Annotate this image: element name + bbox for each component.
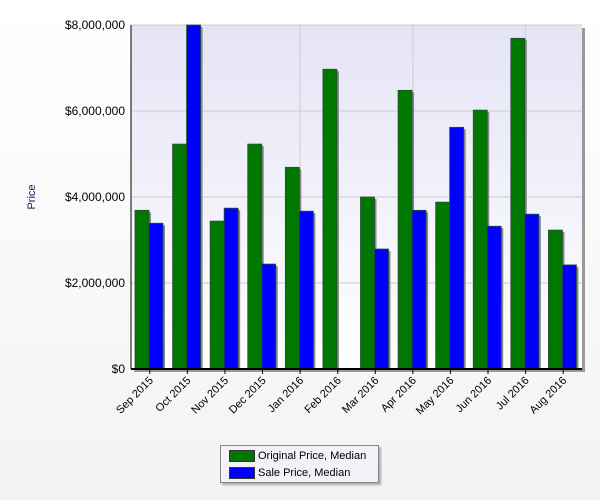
bar-original — [435, 201, 451, 370]
x-tick-label: Feb 2016 — [302, 375, 343, 416]
x-tick-label: Jul 2016 — [494, 375, 532, 413]
bar-original — [360, 196, 375, 370]
bar-original — [284, 166, 300, 370]
bar-sale — [186, 24, 201, 370]
y-tick-label: $8,000,000 — [65, 18, 125, 32]
bar-original — [322, 68, 338, 370]
y-tick-label: $2,000,000 — [65, 276, 125, 290]
bar-original — [172, 143, 187, 370]
bar-original — [134, 209, 150, 370]
legend: Original Price, Median Sale Price, Media… — [220, 445, 379, 483]
bar-original — [247, 143, 263, 370]
x-tick-label: Dec 2015 — [227, 375, 269, 417]
bar-original — [510, 37, 526, 370]
bar-sale — [261, 263, 277, 370]
x-tick-label: May 2016 — [414, 375, 457, 418]
bar-sale — [449, 126, 465, 370]
legend-item-original: Original Price, Median — [229, 448, 378, 463]
bar-sale — [374, 248, 389, 370]
bar-sale — [148, 222, 164, 370]
bar-original — [397, 89, 413, 370]
y-tick-label: $6,000,000 — [65, 104, 125, 118]
bar-sale — [562, 264, 577, 370]
bar-original — [209, 220, 225, 370]
x-tick-label: Nov 2015 — [189, 375, 231, 417]
x-tick-label: Aug 2016 — [528, 375, 570, 417]
x-tick-label: Jan 2016 — [266, 375, 306, 415]
bar-sale — [298, 210, 314, 370]
legend-swatch — [229, 449, 255, 462]
y-tick-label: $0 — [112, 362, 126, 376]
x-tick-label: Jun 2016 — [454, 375, 494, 415]
bar-sale — [524, 213, 540, 370]
x-tick-label: Mar 2016 — [340, 375, 381, 416]
legend-item-sale: Sale Price, Median — [229, 465, 378, 480]
y-axis-label: Price — [26, 184, 38, 209]
x-tick-label: Sep 2015 — [114, 375, 156, 417]
legend-label: Original Price, Median — [258, 449, 367, 462]
bar-original — [472, 109, 488, 370]
bar-sale — [411, 209, 427, 370]
legend-label: Sale Price, Median — [258, 466, 351, 479]
x-tick-label: Oct 2015 — [153, 375, 193, 415]
bar-sale — [223, 207, 239, 370]
legend-swatch — [229, 466, 255, 479]
bar-original — [548, 229, 563, 370]
bar-sale — [486, 225, 502, 370]
y-tick-label: $4,000,000 — [65, 190, 125, 204]
